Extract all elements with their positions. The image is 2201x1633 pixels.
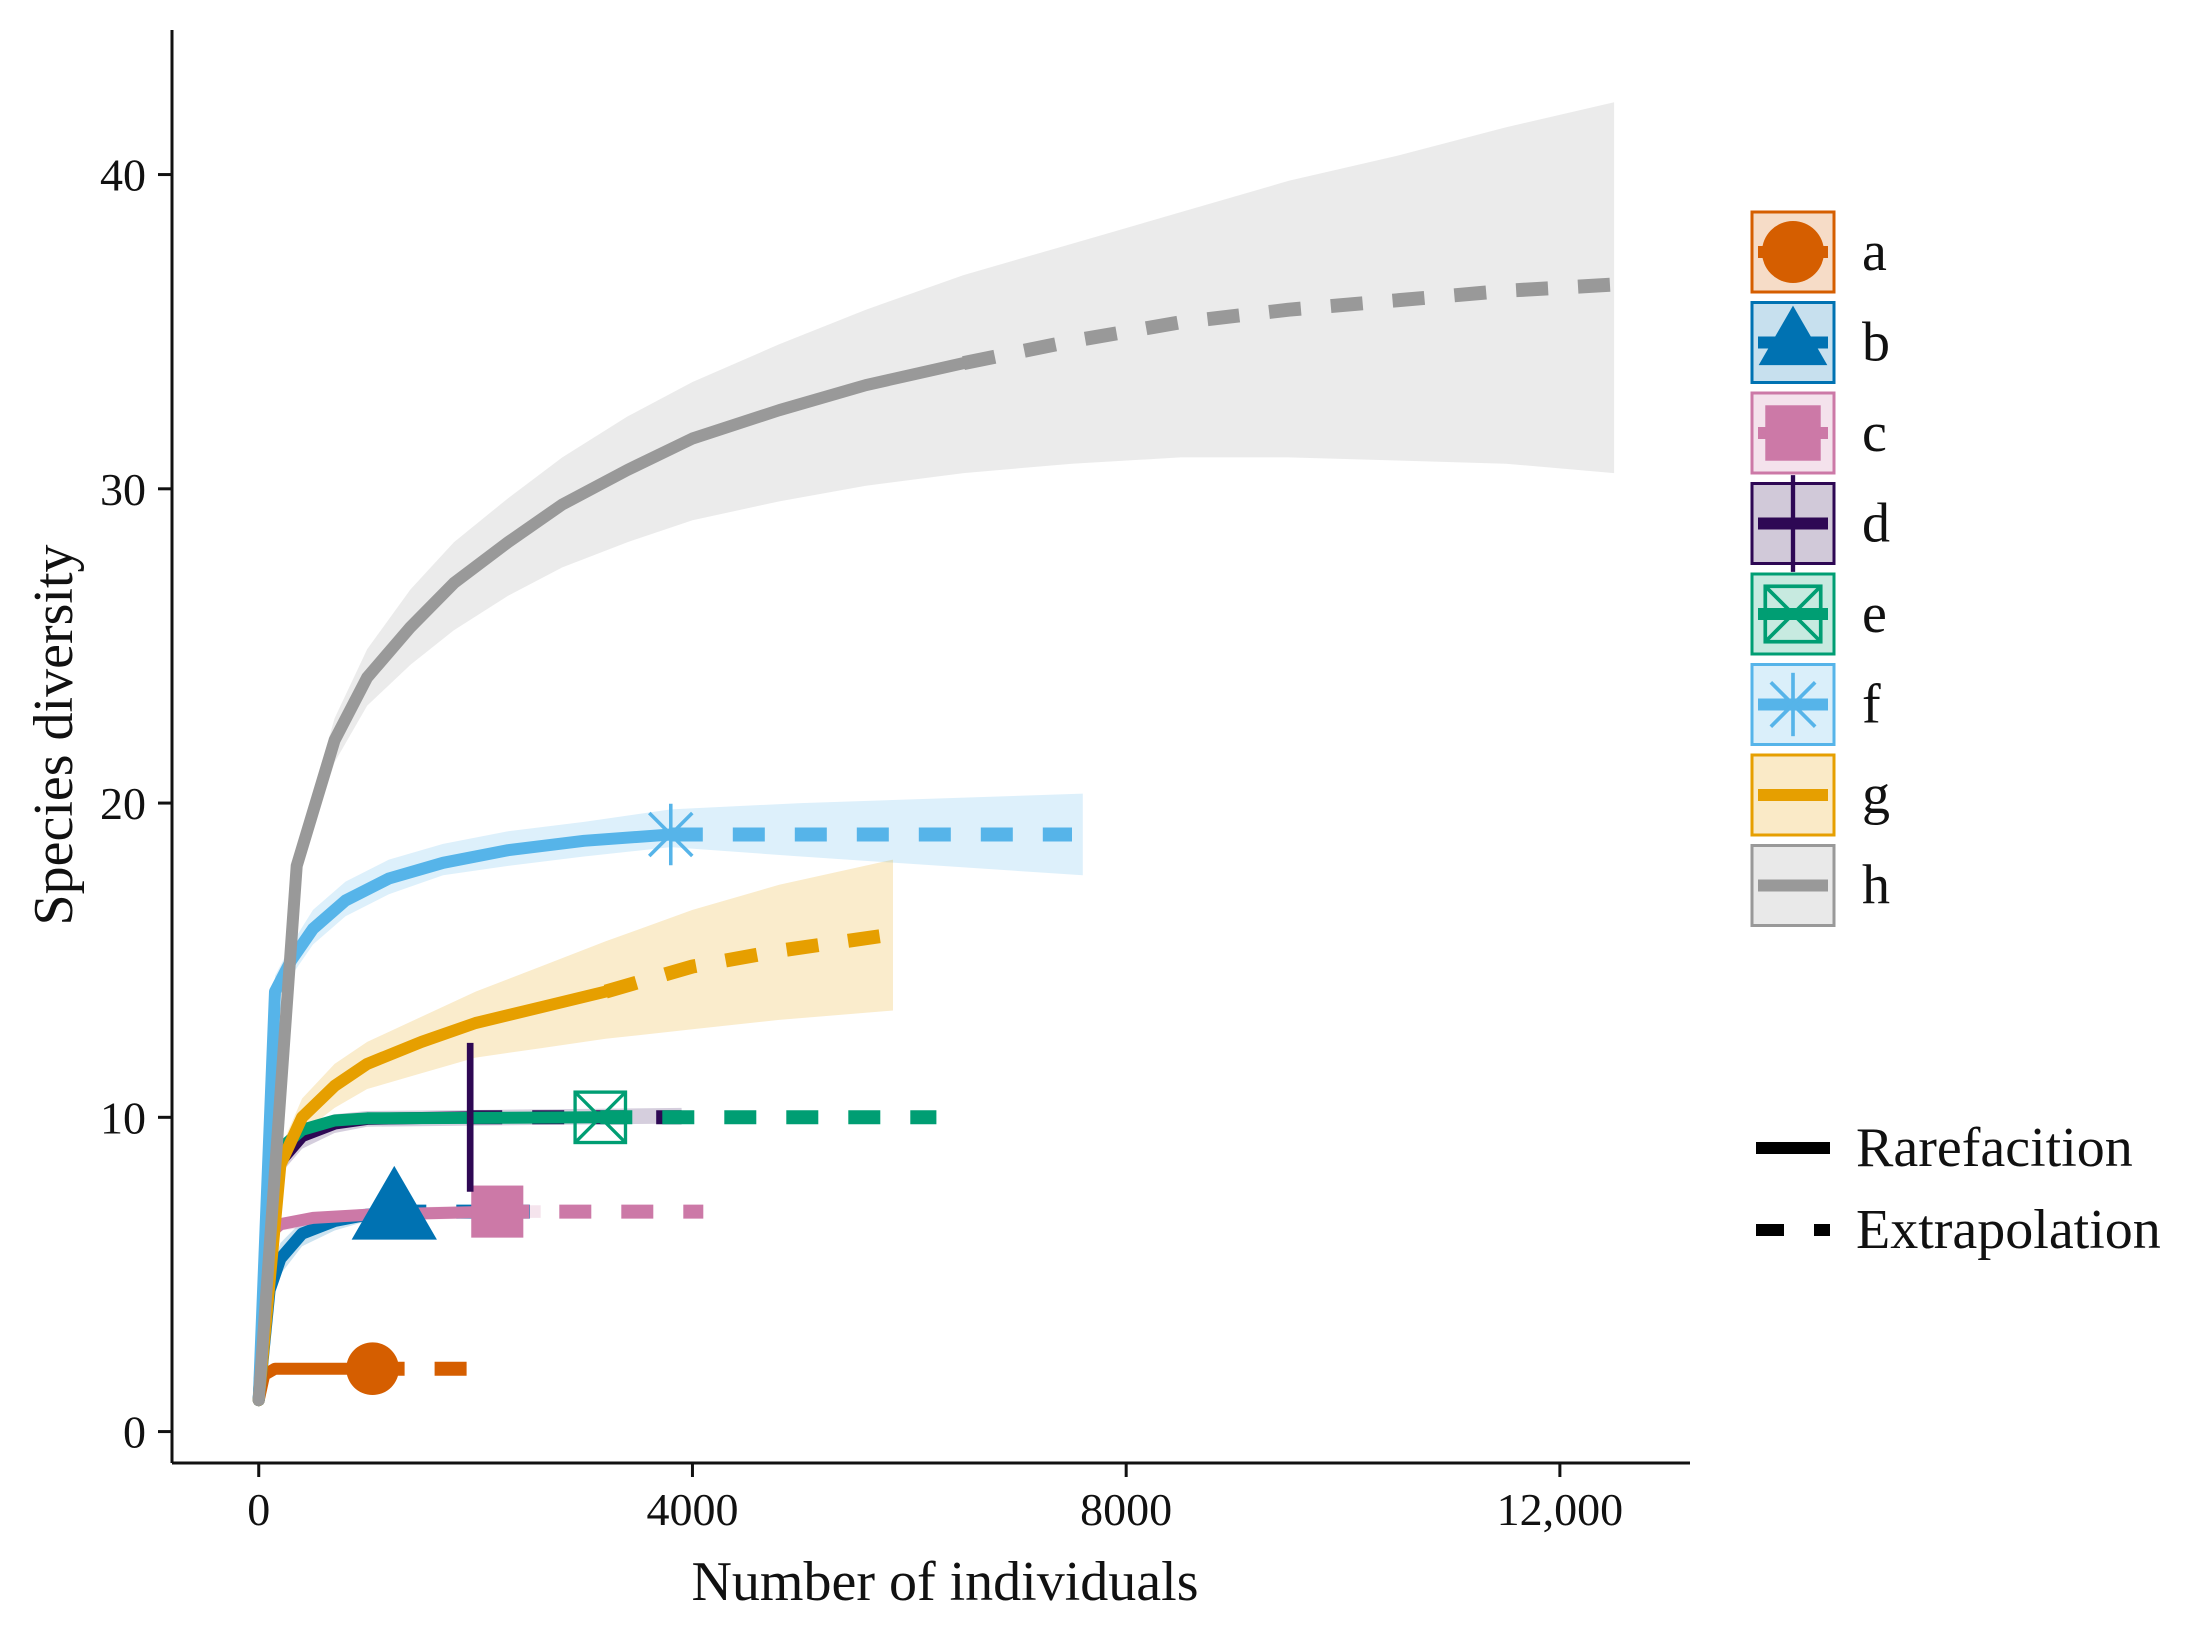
line-type-label-1: Extrapolation xyxy=(1856,1199,2161,1261)
legend-label-h: h xyxy=(1862,855,1890,917)
legend-label-a: a xyxy=(1862,221,1887,283)
curve-lines xyxy=(252,277,1615,1407)
legend-key-a xyxy=(1750,210,1836,294)
legend-marker-b xyxy=(1758,305,1828,366)
observed-marker-f xyxy=(640,803,702,866)
legend-label-g: g xyxy=(1862,764,1890,826)
legend-label-e: e xyxy=(1862,583,1887,645)
legend-label-f: f xyxy=(1862,674,1881,736)
band-f xyxy=(258,793,1083,1401)
band-g xyxy=(258,859,893,1401)
observed-marker-e-diag2 xyxy=(573,1090,627,1144)
x-tick-label-3: 12,000 xyxy=(1497,1484,1624,1535)
legend-key-g xyxy=(1750,753,1836,837)
legend-marker-c-shape xyxy=(1765,405,1821,461)
y-axis-title: Species diversity xyxy=(23,544,85,925)
rarefaction-line-g xyxy=(252,985,612,1407)
legend-key-h xyxy=(1750,844,1836,927)
x-axis-ticks: 0 4000 8000 12,000 xyxy=(247,1463,1623,1535)
observed-marker-f-ray4 xyxy=(648,811,694,858)
legend-key-d xyxy=(1750,475,1836,572)
legend-key-f xyxy=(1750,663,1836,746)
y-tick-label-2: 20 xyxy=(100,778,146,829)
legend-marker-c xyxy=(1765,405,1821,461)
extrapolation-line-g xyxy=(603,928,889,999)
observed-marker-a-shape xyxy=(346,1342,399,1396)
legend-marker-e-diag2 xyxy=(1763,584,1823,644)
band-h xyxy=(258,102,1615,1401)
observed-marker-e-box xyxy=(573,1090,628,1145)
y-axis-ticks: 0 10 20 30 40 xyxy=(100,150,172,1458)
legend-key-c xyxy=(1750,391,1836,475)
legend-label-c: c xyxy=(1862,402,1887,464)
observed-marker-c xyxy=(471,1185,524,1238)
legend-marker-e-box xyxy=(1763,584,1823,644)
rarefaction-line-h xyxy=(252,357,970,1407)
x-tick-label-0: 0 xyxy=(247,1484,270,1535)
observed-marker-b xyxy=(351,1165,437,1240)
legend-label-d: d xyxy=(1862,493,1890,555)
legend-marker-f xyxy=(1761,672,1825,737)
x-axis-title: Number of individuals xyxy=(691,1551,1198,1613)
legend-label-b: b xyxy=(1862,312,1890,374)
line-type-label-0: Rarefacition xyxy=(1856,1117,2133,1179)
observed-markers xyxy=(346,803,702,1396)
y-tick-label-1: 10 xyxy=(100,1092,146,1143)
legend-key-e xyxy=(1750,572,1836,656)
y-tick-label-0: 0 xyxy=(123,1407,146,1458)
legend-marker-a-shape xyxy=(1761,220,1825,284)
x-tick-label-2: 8000 xyxy=(1080,1484,1172,1535)
rarefaction-line-e xyxy=(252,1111,607,1407)
observed-marker-a xyxy=(346,1342,399,1396)
legend-marker-e xyxy=(1763,584,1823,644)
extrapolation-line-h xyxy=(962,277,1615,370)
observed-marker-c-shape xyxy=(471,1185,524,1238)
legend-marker-a xyxy=(1761,220,1825,284)
observed-marker-e xyxy=(573,1090,628,1145)
legend-key-b xyxy=(1750,301,1836,384)
observed-marker-b-shape xyxy=(351,1165,437,1240)
y-tick-label-4: 40 xyxy=(100,150,146,201)
legend-marker-b-shape xyxy=(1758,305,1828,366)
y-tick-label-3: 30 xyxy=(100,464,146,515)
x-tick-label-1: 4000 xyxy=(646,1484,738,1535)
legend-marker-f-ray4 xyxy=(1769,681,1817,728)
